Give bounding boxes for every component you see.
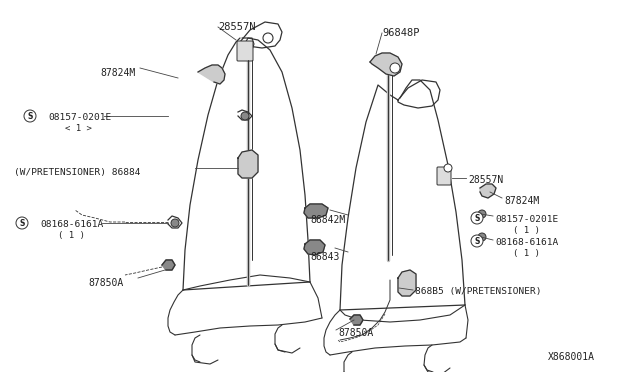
Polygon shape — [238, 150, 258, 178]
Polygon shape — [304, 240, 325, 255]
FancyBboxPatch shape — [237, 41, 253, 61]
Text: S: S — [28, 112, 33, 121]
Polygon shape — [370, 53, 402, 76]
Circle shape — [478, 233, 486, 241]
Text: 08157-0201E: 08157-0201E — [48, 113, 111, 122]
Text: S: S — [474, 214, 480, 222]
Circle shape — [390, 63, 400, 73]
Text: < 1 >: < 1 > — [65, 124, 92, 133]
Text: 08157-0201E: 08157-0201E — [495, 215, 558, 224]
Text: 08168-6161A: 08168-6161A — [40, 220, 103, 229]
Text: 28557N: 28557N — [218, 22, 255, 32]
Polygon shape — [304, 204, 328, 218]
Circle shape — [478, 210, 486, 218]
Text: 28557N: 28557N — [468, 175, 503, 185]
Polygon shape — [350, 315, 363, 325]
Text: 87824M: 87824M — [504, 196, 540, 206]
Polygon shape — [398, 270, 416, 296]
Text: ( 1 ): ( 1 ) — [58, 231, 85, 240]
Text: (W/PRETENSIONER) 86884: (W/PRETENSIONER) 86884 — [14, 168, 141, 177]
Text: S: S — [19, 218, 25, 228]
Text: 86842M: 86842M — [310, 215, 345, 225]
Text: 87850A: 87850A — [88, 278, 124, 288]
Text: 868B5 (W/PRETENSIONER): 868B5 (W/PRETENSIONER) — [415, 287, 541, 296]
Circle shape — [471, 235, 483, 247]
Circle shape — [241, 112, 249, 120]
Polygon shape — [480, 184, 496, 198]
Polygon shape — [198, 65, 225, 84]
Circle shape — [24, 110, 36, 122]
Circle shape — [444, 164, 452, 172]
Text: 87824M: 87824M — [100, 68, 135, 78]
Circle shape — [263, 33, 273, 43]
Polygon shape — [162, 260, 175, 270]
Text: 96848P: 96848P — [382, 28, 419, 38]
Text: 86843: 86843 — [310, 252, 339, 262]
Text: ( 1 ): ( 1 ) — [513, 226, 540, 235]
Text: 08168-6161A: 08168-6161A — [495, 238, 558, 247]
Text: ( 1 ): ( 1 ) — [513, 249, 540, 258]
Text: 87850A: 87850A — [338, 328, 373, 338]
Circle shape — [171, 219, 179, 227]
Text: S: S — [474, 237, 480, 246]
Circle shape — [471, 212, 483, 224]
FancyBboxPatch shape — [437, 167, 451, 185]
Circle shape — [16, 217, 28, 229]
Text: X868001A: X868001A — [548, 352, 595, 362]
